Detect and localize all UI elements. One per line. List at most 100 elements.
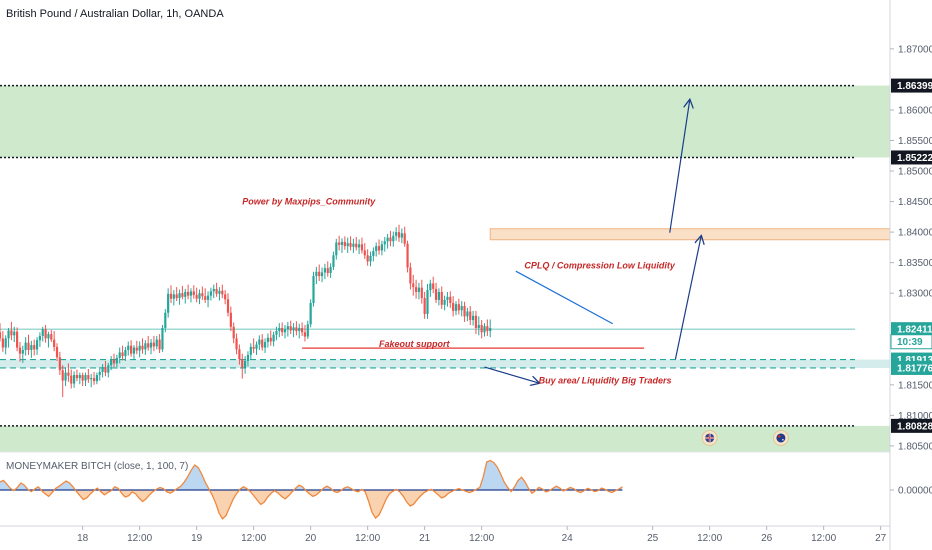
candle-body xyxy=(403,233,406,244)
candle-body xyxy=(380,244,383,251)
candle-body xyxy=(246,354,250,361)
candle-body xyxy=(369,255,372,262)
buy-area-label: Buy area/ Liquidity Big Traders xyxy=(539,376,672,386)
candle xyxy=(141,338,144,354)
candle xyxy=(474,310,478,335)
candle-body xyxy=(469,311,472,321)
candle-body xyxy=(275,331,278,335)
candle-body xyxy=(434,288,438,300)
candle-body xyxy=(158,339,161,350)
candle-body xyxy=(92,378,96,382)
candle xyxy=(198,289,201,305)
candle xyxy=(155,335,158,350)
candle xyxy=(278,323,281,338)
candle xyxy=(92,371,96,385)
candle-body xyxy=(115,357,118,364)
time-tick-label: 19 xyxy=(191,533,203,544)
demand-zone-bottom xyxy=(0,425,890,452)
price-tag-bg xyxy=(891,322,932,337)
candle xyxy=(261,334,264,351)
indicator-layer[interactable] xyxy=(0,451,890,520)
candle xyxy=(392,231,395,247)
candle xyxy=(286,321,289,337)
au-flag-union xyxy=(778,435,781,438)
candle xyxy=(95,372,98,385)
candle-body xyxy=(164,312,167,329)
time-tick-label: 21 xyxy=(419,533,431,544)
price-tag: 1.85222 xyxy=(891,150,932,165)
candle xyxy=(218,287,221,301)
candle-body xyxy=(187,291,190,296)
candle-body xyxy=(67,372,70,376)
candle xyxy=(175,287,178,302)
candle xyxy=(235,333,238,355)
candle-body xyxy=(474,315,478,329)
candle-body xyxy=(81,375,84,381)
candle xyxy=(178,289,181,305)
cplq-label: CPLQ / Compression Low Liquidity xyxy=(524,260,675,270)
candle-body xyxy=(169,293,173,299)
indicator-line xyxy=(0,459,623,520)
candle xyxy=(306,320,309,339)
zones-layer xyxy=(0,85,891,452)
candle xyxy=(226,293,230,317)
candle-body xyxy=(226,299,230,313)
candle-body xyxy=(241,359,244,368)
candle-body xyxy=(161,328,164,350)
time-tick-label: 12:00 xyxy=(241,533,266,544)
candle xyxy=(349,236,352,251)
candle xyxy=(275,326,278,341)
candle xyxy=(415,279,418,299)
candle-body xyxy=(415,287,418,292)
lines-layer xyxy=(0,84,855,427)
candle-body xyxy=(397,232,401,238)
candle-body xyxy=(13,331,16,336)
candle-body xyxy=(372,251,375,256)
candle xyxy=(263,338,267,354)
candle-body xyxy=(10,330,13,336)
candle xyxy=(426,284,429,319)
price-tag-label: 1.85222 xyxy=(897,153,932,164)
candle-body xyxy=(244,360,247,368)
price-tag: 1.80828 xyxy=(891,418,932,433)
candle xyxy=(486,319,489,336)
candle-body xyxy=(198,293,201,299)
candle xyxy=(147,335,150,351)
candle xyxy=(224,290,227,305)
candle-body xyxy=(386,237,389,242)
candle xyxy=(483,323,486,337)
candle xyxy=(1,331,4,352)
candle xyxy=(449,291,452,308)
symbol-title: British Pound / Australian Dollar, 1h, O… xyxy=(6,8,224,20)
candle xyxy=(320,267,324,283)
candle-body xyxy=(235,338,238,350)
candle-body xyxy=(340,241,344,245)
candle xyxy=(463,301,466,322)
candle-body xyxy=(400,233,403,238)
candle xyxy=(238,344,241,365)
candle-body xyxy=(55,346,59,358)
candle xyxy=(409,262,412,290)
candle-body xyxy=(281,328,284,333)
price-tag: 10:39 xyxy=(890,334,932,350)
candle-body xyxy=(457,304,460,311)
candle-body xyxy=(73,375,76,384)
candle xyxy=(472,310,475,326)
candle xyxy=(318,264,321,281)
candle-body xyxy=(229,312,232,327)
candle xyxy=(355,236,358,251)
candle xyxy=(469,306,472,325)
indicator-tick-label: 0.00000 xyxy=(898,486,932,497)
candle-body xyxy=(292,327,295,331)
price-tick-label: 1.84000 xyxy=(898,228,932,239)
candle-body xyxy=(432,283,435,289)
candle-body xyxy=(298,328,301,332)
candle xyxy=(172,290,175,306)
candles-layer[interactable] xyxy=(0,224,492,398)
candle-body xyxy=(323,268,326,273)
candle-body xyxy=(360,244,364,251)
